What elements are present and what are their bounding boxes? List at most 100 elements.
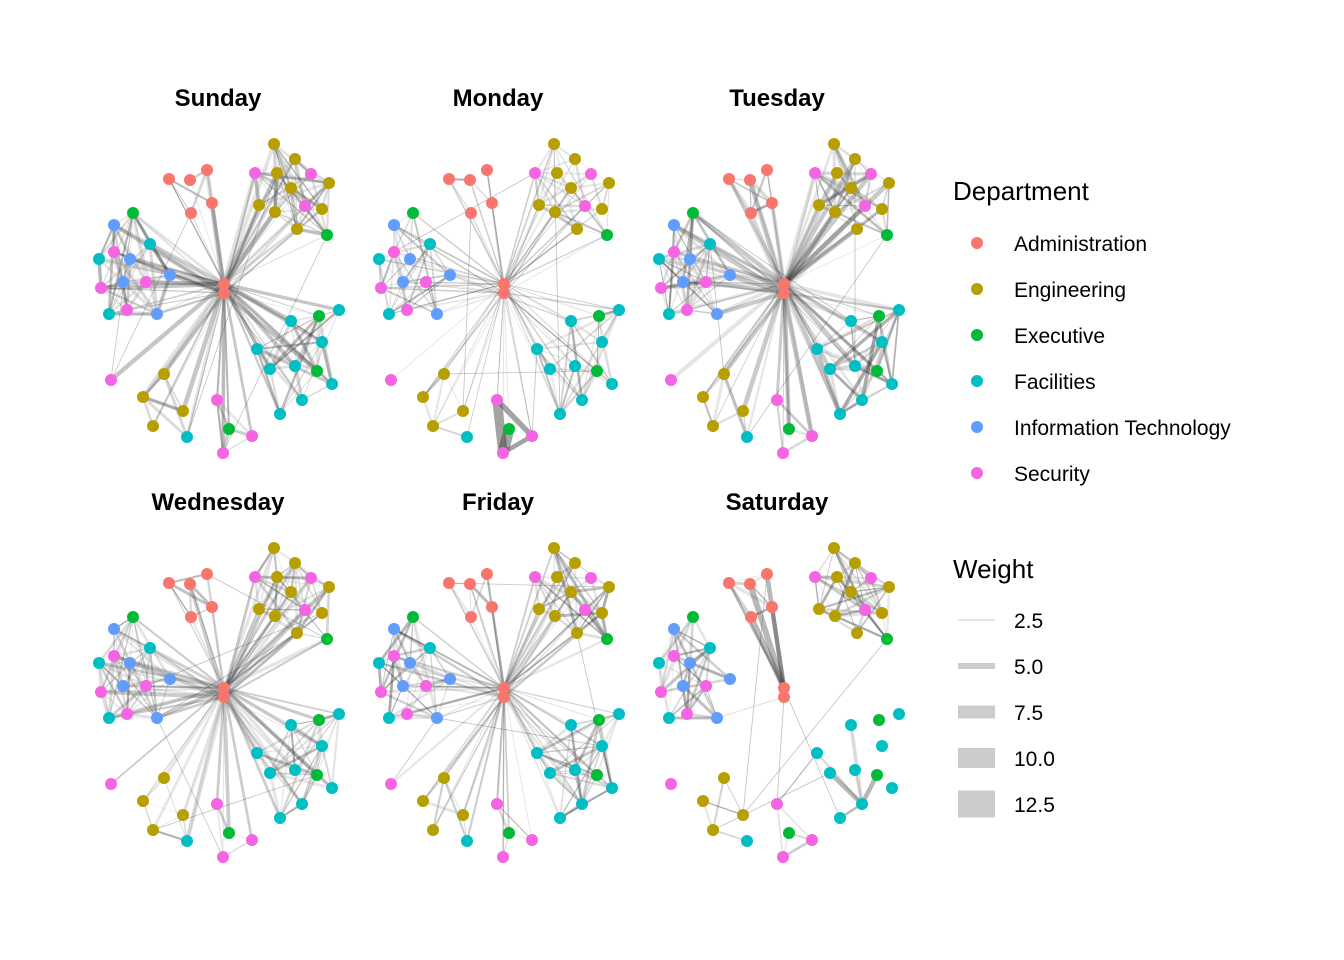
node-f10 — [606, 378, 618, 390]
edge — [839, 370, 878, 415]
edge — [380, 647, 431, 693]
edge — [378, 662, 505, 689]
node-x2 — [881, 229, 893, 241]
edge — [486, 573, 505, 698]
node-s1 — [809, 167, 821, 179]
edge — [681, 212, 695, 283]
panel-title: Friday — [462, 489, 535, 516]
edge — [132, 616, 147, 687]
node-a1 — [443, 173, 455, 185]
edge — [747, 583, 787, 689]
node-i5 — [431, 308, 443, 320]
node-e10 — [718, 772, 730, 784]
node-f13 — [461, 431, 473, 443]
edge — [205, 573, 226, 689]
node-f13 — [181, 835, 193, 847]
edge — [186, 292, 225, 438]
edge — [113, 627, 225, 699]
edge — [580, 309, 621, 401]
node-s4 — [108, 246, 120, 258]
edge — [432, 292, 505, 427]
node-a1 — [163, 577, 175, 589]
node-e2 — [289, 153, 301, 165]
edge — [222, 591, 293, 689]
edge — [536, 348, 583, 401]
edge — [834, 585, 890, 618]
edge — [740, 283, 787, 412]
edge — [673, 628, 711, 649]
edge — [169, 272, 225, 287]
department-legend: Department Administration Engineering Exec… — [953, 176, 1231, 486]
edge — [126, 678, 171, 715]
edge — [222, 576, 279, 698]
node-f2 — [653, 253, 665, 265]
node-f4 — [333, 304, 345, 316]
edge — [503, 687, 533, 841]
edge — [274, 211, 328, 236]
edge — [393, 616, 414, 657]
edge — [162, 283, 226, 375]
edge — [293, 562, 307, 611]
node-s8 — [385, 778, 397, 790]
edge — [815, 348, 842, 415]
edge — [503, 292, 598, 372]
edge — [462, 283, 505, 412]
edge — [860, 315, 881, 401]
node-a2 — [184, 174, 196, 186]
edge — [818, 547, 835, 610]
edge — [125, 258, 132, 311]
edge — [100, 286, 158, 316]
edge — [782, 172, 873, 286]
edge — [98, 224, 115, 260]
node-f6 — [876, 336, 888, 348]
node-f2 — [93, 657, 105, 669]
edge — [814, 171, 852, 190]
edge — [860, 309, 901, 401]
node-s7 — [681, 708, 693, 720]
edge — [256, 719, 320, 754]
edge — [393, 224, 451, 276]
node-f7 — [251, 343, 263, 355]
node-e3 — [831, 167, 843, 179]
node-f1 — [704, 642, 716, 654]
edge — [254, 172, 298, 230]
node-e7 — [269, 206, 281, 218]
node-x1 — [687, 611, 699, 623]
node-s5 — [375, 282, 387, 294]
edge — [378, 662, 438, 719]
node-s3 — [579, 604, 591, 616]
edge — [393, 224, 431, 245]
edge — [570, 320, 613, 385]
node-f10 — [886, 782, 898, 794]
edge — [783, 187, 852, 285]
node-hub2 — [778, 691, 790, 703]
edge — [534, 172, 578, 230]
edge — [108, 281, 147, 315]
edge — [462, 292, 505, 412]
node-s2 — [865, 168, 877, 180]
edge — [554, 611, 603, 618]
weight-legend-title: Weight — [953, 554, 1034, 584]
edge — [776, 752, 818, 805]
edge — [854, 341, 883, 367]
node-e12 — [737, 405, 749, 417]
node-x5 — [783, 827, 795, 839]
edge — [782, 211, 837, 294]
edge — [534, 172, 586, 207]
node-s6 — [700, 680, 712, 692]
node-f5 — [285, 719, 297, 731]
edge — [742, 638, 888, 816]
edge — [533, 576, 557, 617]
edge — [290, 724, 296, 771]
edge — [712, 283, 785, 427]
node-a2 — [744, 174, 756, 186]
node-x5 — [783, 423, 795, 435]
edge — [495, 398, 534, 438]
edge — [534, 576, 608, 640]
node-e4 — [565, 182, 577, 194]
edge — [393, 251, 438, 315]
node-e6 — [253, 199, 265, 211]
node-a3 — [201, 164, 213, 176]
node-e5 — [883, 177, 895, 189]
edge — [814, 172, 836, 213]
